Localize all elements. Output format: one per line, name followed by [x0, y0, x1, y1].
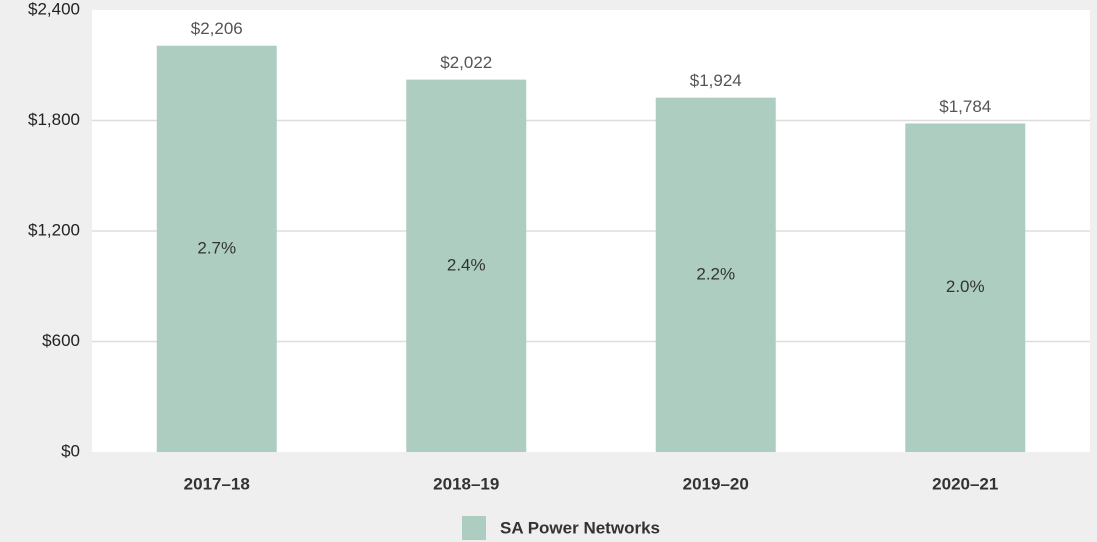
bar — [655, 97, 776, 452]
value-label: $2,022 — [440, 53, 492, 72]
y-tick-label: $2,400 — [28, 0, 80, 18]
y-tick-label: $600 — [42, 331, 80, 350]
y-tick-label: $1,800 — [28, 110, 80, 129]
bar — [406, 79, 527, 453]
bar — [156, 45, 277, 452]
value-label: $1,924 — [690, 71, 742, 90]
bar — [905, 123, 1026, 453]
value-label: $1,784 — [939, 97, 991, 116]
legend-label: SA Power Networks — [500, 518, 660, 537]
y-tick-label: $1,200 — [28, 220, 80, 239]
bar-inner-label: 2.0% — [946, 277, 985, 296]
bar-inner-label: 2.4% — [447, 255, 486, 274]
x-tick-label: 2020–21 — [932, 474, 998, 493]
y-tick-label: $0 — [61, 441, 80, 460]
x-tick-label: 2019–20 — [683, 474, 749, 493]
value-label: $2,206 — [191, 19, 243, 38]
bar-inner-label: 2.2% — [696, 264, 735, 283]
x-tick-label: 2018–19 — [433, 474, 499, 493]
bar-inner-label: 2.7% — [197, 238, 236, 257]
x-tick-label: 2017–18 — [184, 474, 250, 493]
legend-swatch — [462, 516, 486, 540]
